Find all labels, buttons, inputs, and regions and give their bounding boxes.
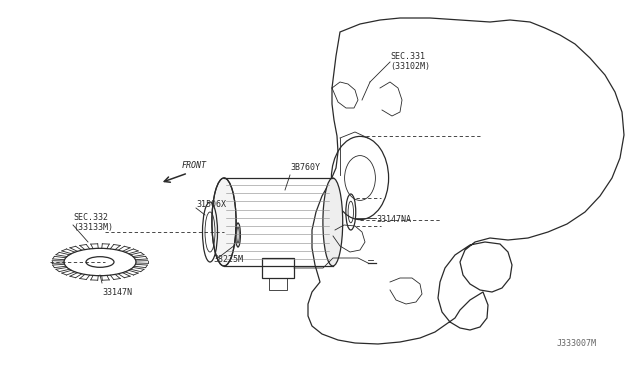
Text: 31506X: 31506X [196,200,226,209]
Text: 33147N: 33147N [102,288,132,297]
Text: 3B760Y: 3B760Y [290,163,320,172]
Bar [262,258,294,278]
Ellipse shape [212,178,236,266]
Text: J333007M: J333007M [557,339,597,348]
Ellipse shape [323,178,342,266]
Bar [269,278,287,290]
Text: FRONT: FRONT [182,160,207,170]
Text: 38225M: 38225M [213,255,243,264]
Text: SEC.332
(33133M): SEC.332 (33133M) [73,213,113,232]
Text: 33147NA: 33147NA [376,215,411,224]
Text: SEC.331
(33102M): SEC.331 (33102M) [390,52,430,71]
